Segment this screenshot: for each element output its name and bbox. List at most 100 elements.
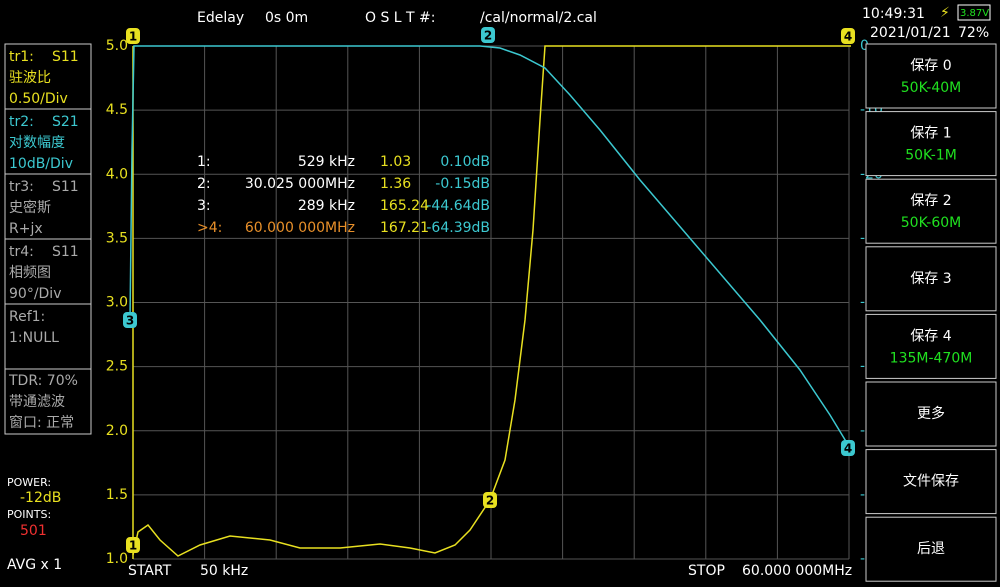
start-label: START [128, 563, 172, 579]
button-sub: 50K-1M [905, 148, 957, 164]
button-label: 保存 4 [910, 328, 951, 344]
button-label: 保存 1 [910, 126, 951, 142]
marker-swr: 167.21 [380, 220, 429, 236]
right-panel: 保存 0 50K-40M 保存 1 50K-1M 保存 2 50K-60M 保存 3 保存 4… [865, 43, 997, 582]
trace-format: 驻波比 [9, 70, 51, 86]
button-label: 保存 0 [910, 58, 951, 74]
marker-freq: 30.025 000MHz [245, 176, 355, 192]
marker-tag-label: 2 [484, 29, 492, 43]
button-label: 更多 [917, 405, 945, 422]
battery-voltage: 3.87V [960, 8, 989, 19]
stop-value: 60.000 000MHz [742, 563, 852, 579]
marker-tag-label: 4 [844, 30, 852, 44]
swr-trace [132, 45, 851, 557]
battery-percent: 72% [958, 25, 989, 41]
trace-param: S21 [52, 114, 79, 130]
marker-freq: 289 kHz [298, 198, 355, 214]
marker-name: 2: [197, 176, 211, 192]
left-tick: 2.0 [106, 423, 128, 439]
trace-param: S11 [52, 244, 79, 260]
menu-button[interactable] [865, 449, 997, 515]
start-value: 50 kHz [200, 563, 248, 579]
s21-trace [129, 45, 851, 449]
trace-scale: 90°/Div [9, 286, 62, 302]
button-label: 保存 2 [910, 193, 951, 209]
left-tick: 5.0 [106, 38, 128, 54]
left-tick: 1.0 [106, 551, 128, 567]
trace-id: tr3: [9, 179, 34, 195]
button-label: 文件保存 [903, 474, 959, 490]
date: 2021/01/21 [870, 25, 951, 41]
marker-tag-label: 2 [486, 494, 494, 508]
info-window: 窗口: 正常 [9, 414, 74, 431]
charge-icon: ⚡ [940, 5, 950, 21]
trace-param: S11 [52, 49, 79, 65]
edelay-label: Edelay [197, 10, 244, 26]
left-tick: 4.5 [106, 102, 128, 118]
trace-format: 史密斯 [9, 199, 51, 216]
marker-tag-label: 4 [844, 442, 852, 456]
time: 10:49:31 [862, 6, 925, 22]
marker-name: 3: [197, 198, 211, 214]
button-sub: 50K-60M [901, 215, 961, 231]
menu-button[interactable] [865, 178, 997, 244]
marker-swr: 1.36 [380, 176, 411, 192]
info-box [4, 368, 92, 435]
button-sub: 50K-40M [901, 80, 961, 96]
marker-swr: 165.24 [380, 198, 429, 214]
marker-name: >4: [197, 220, 222, 236]
menu-button[interactable] [865, 246, 997, 312]
points-label: POINTS: [7, 508, 51, 521]
trace-scale: 10dB/Div [9, 156, 73, 172]
marker-db: -64.39dB [426, 220, 490, 236]
menu-button[interactable] [865, 516, 997, 582]
marker-tag [126, 28, 140, 44]
marker-tag [841, 440, 855, 456]
trace-param: S11 [52, 179, 79, 195]
marker-name: 1: [197, 154, 211, 170]
trace-scale: 0.50/Div [9, 91, 68, 107]
marker-freq: 60.000 000MHz [245, 220, 355, 236]
menu-button[interactable] [865, 381, 997, 447]
marker-tag [123, 312, 137, 328]
marker-tag-label: 3 [126, 314, 134, 328]
marker-tag-label: 1 [129, 539, 137, 553]
marker-db: -44.64dB [426, 198, 490, 214]
trace-id: tr2: [9, 114, 34, 130]
menu-button[interactable] [865, 111, 997, 177]
marker-db: 0.10dB [440, 154, 490, 170]
power-value: -12dB [20, 490, 61, 506]
ref-value: 1:NULL [9, 330, 59, 346]
avg: AVG x 1 [7, 557, 62, 573]
marker-tag [126, 537, 140, 553]
left-tick: 3.0 [106, 295, 128, 311]
marker-tag-label: 1 [129, 30, 137, 44]
cal-label: O S L T #: [365, 10, 436, 26]
button-label: 保存 3 [910, 271, 951, 287]
menu-button[interactable] [865, 43, 997, 109]
edelay-value: 0s 0m [265, 10, 308, 26]
marker-swr: 1.03 [380, 154, 411, 170]
left-tick: 2.5 [106, 359, 128, 375]
stop-label: STOP [688, 563, 725, 579]
left-tick: 1.5 [106, 487, 128, 503]
trace-id: tr1: [9, 49, 34, 65]
points-value: 501 [20, 523, 47, 539]
left-tick: 3.5 [106, 230, 128, 246]
ref-label: Ref1: [9, 309, 45, 325]
info-tdr: TDR: 70% [8, 373, 78, 389]
left-tick: 4.0 [106, 166, 128, 182]
trace-scale: R+jx [9, 221, 43, 237]
trace-id: tr4: [9, 244, 34, 260]
menu-button[interactable] [865, 313, 997, 379]
right-tick: 0 [860, 38, 869, 54]
trace-format: 相频图 [9, 265, 51, 281]
marker-tag [481, 27, 495, 43]
info-filter: 带通滤波 [9, 394, 65, 410]
marker-tag [841, 28, 855, 44]
marker-tags: 1 1 2 4 2 3 4 [123, 27, 855, 553]
cal-file: /cal/normal/2.cal [480, 10, 597, 26]
